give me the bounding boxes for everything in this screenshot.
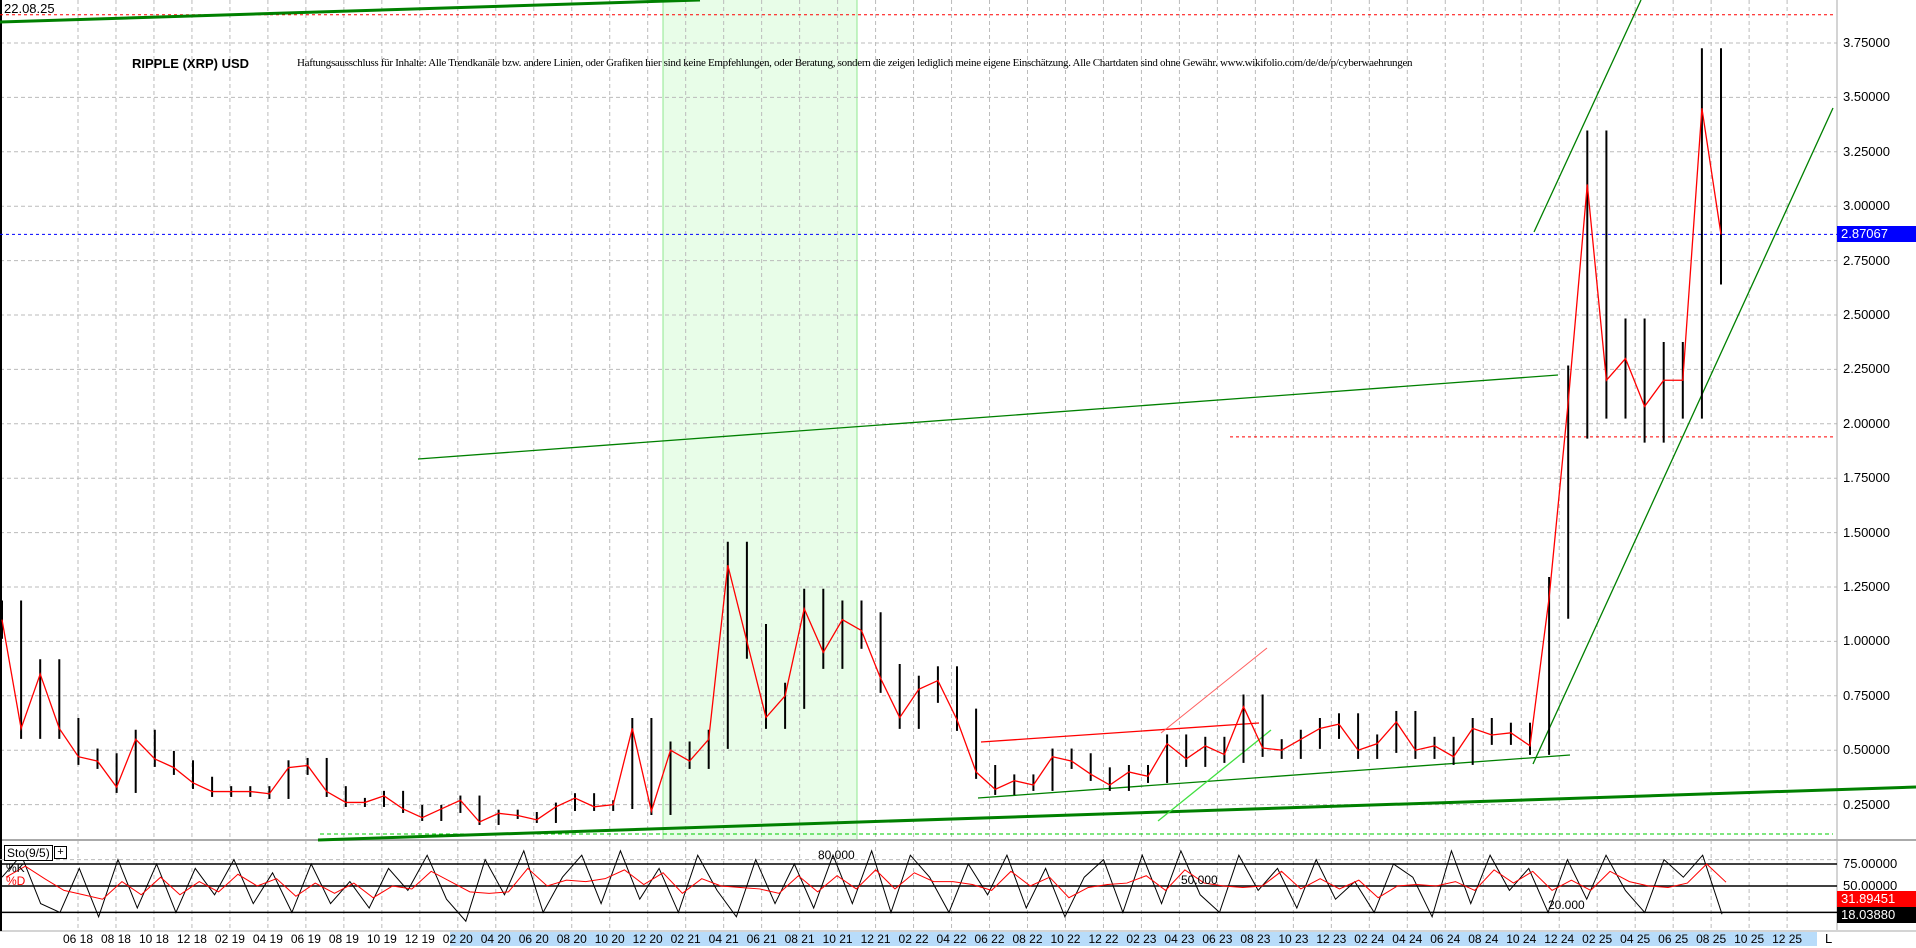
x-tick-label: 06 25 [1658,932,1689,946]
x-tick-label: 12 20 [632,932,663,946]
x-tick-label: 12 25 [1772,932,1803,946]
x-tick-label: 12 21 [860,932,891,946]
y-tick-label: 1.50000 [1843,524,1890,540]
expand-icon[interactable]: + [54,846,67,859]
stoch-tick-75: 75.00000 [1843,856,1898,871]
x-tick-label: 02 19 [214,932,245,946]
x-tick-label: 10 19 [366,932,397,946]
x-tick-label: 02 25 [1582,932,1613,946]
level-80-label: 80.000 [818,848,855,862]
y-tick-label: 0.50000 [1843,742,1890,758]
y-tick-label: 1.75000 [1843,470,1890,486]
x-tick-label: 04 19 [252,932,283,946]
x-axis-range-band[interactable] [450,932,1817,946]
trendline [1533,0,1642,233]
trendline [417,374,1559,460]
y-tick-label: 2.25000 [1843,361,1890,377]
x-tick-label: 06 20 [518,932,549,946]
stochastic-panel [0,849,1837,923]
y-tick-label: 1.00000 [1843,633,1890,649]
d-line [5,863,1727,900]
x-tick-label: 04 23 [1164,932,1195,946]
x-tick-label: 08 21 [784,932,815,946]
y-tick-label: 2.75000 [1843,252,1890,268]
price-line [1,108,1722,823]
x-tick-label: 10 24 [1506,932,1537,946]
k-value-badge: 18.03880 [1837,907,1916,923]
trendline [317,785,1916,842]
level-50-label: 50.000 [1181,873,1218,887]
x-tick-label: 12 18 [176,932,207,946]
y-tick-label: 3.50000 [1843,89,1890,105]
disclaimer: Haftungsausschluss für Inhalte: Alle Tre… [297,57,1413,69]
trendline [977,754,1571,799]
y-tick-label: 3.00000 [1843,198,1890,214]
x-tick-label: 04 22 [936,932,967,946]
highlight-period [663,0,857,839]
x-tick-label: 08 18 [100,932,131,946]
trendlines [0,0,1916,842]
trendline [1532,107,1834,765]
y-tick-label: 0.25000 [1843,796,1890,812]
x-tick-label: 06 18 [62,932,94,946]
x-tick-label: 02 22 [898,932,929,946]
y-tick-label: 3.75000 [1843,35,1890,50]
chart-title: RIPPLE (XRP) USD [132,56,250,71]
x-tick-label: 08 25 [1696,932,1727,946]
x-tick-label: 06 19 [290,932,321,946]
x-tick-label: 10 20 [594,932,625,946]
stoch-tick-50: 50.00000 [1843,878,1898,893]
trendline [0,0,701,24]
stochastic-label[interactable]: Sto(9/5) [4,845,53,861]
x-tick-label: 10 18 [138,932,169,946]
chart-date: 22.08.25 [4,1,55,16]
x-tick-label: 08 20 [556,932,587,946]
d-value-badge: 31.89451 [1837,891,1916,907]
x-tick-label: 02 20 [442,932,473,946]
price-series [1,48,1722,825]
y-tick-label: 0.75000 [1843,687,1890,703]
x-tick-label: 06 23 [1202,932,1233,946]
x-tick-label: 08 24 [1468,932,1499,946]
trendline [980,722,1260,743]
y-tick-label: 1.25000 [1843,579,1890,594]
d-legend: %D [6,874,26,888]
last-price-badge: 2.87067 [1837,226,1916,242]
x-tick-label: 06 24 [1430,932,1461,946]
y-tick-label: 2.00000 [1843,415,1890,431]
x-tick-label: 02 23 [1126,932,1157,946]
x-tick-label: 12 22 [1088,932,1119,946]
x-tick-label: 10 23 [1278,932,1309,946]
log-scale-button[interactable]: L [1825,931,1833,946]
x-tick-label: 08 22 [1012,932,1043,946]
level-20-label: 20.000 [1548,898,1585,912]
y-tick-label: 2.50000 [1843,307,1890,322]
k-line [1,849,1723,923]
x-tick-label: 12 24 [1544,932,1575,946]
x-tick-label: 04 24 [1392,932,1423,946]
trendline [1160,647,1268,734]
y-tick-label: 3.25000 [1843,143,1890,159]
x-tick-label: 02 24 [1354,932,1385,946]
k-legend: %K [6,861,25,875]
x-tick-label: 02 21 [670,932,701,946]
trendline [1157,729,1272,822]
x-tick-label: 04 25 [1620,932,1651,946]
x-tick-label: 06 21 [746,932,777,946]
x-tick-label: 10 21 [822,932,853,946]
x-tick-label: 04 20 [480,932,511,946]
x-tick-label: 08 19 [328,932,359,946]
x-tick-label: 10 22 [1050,932,1081,946]
x-tick-label: 06 22 [974,932,1005,946]
x-tick-label: 04 21 [708,932,739,946]
x-tick-label: 12 23 [1316,932,1347,946]
x-tick-label: 12 19 [404,932,435,946]
x-tick-label: 10 25 [1734,932,1765,946]
x-tick-label: 08 23 [1240,932,1271,946]
